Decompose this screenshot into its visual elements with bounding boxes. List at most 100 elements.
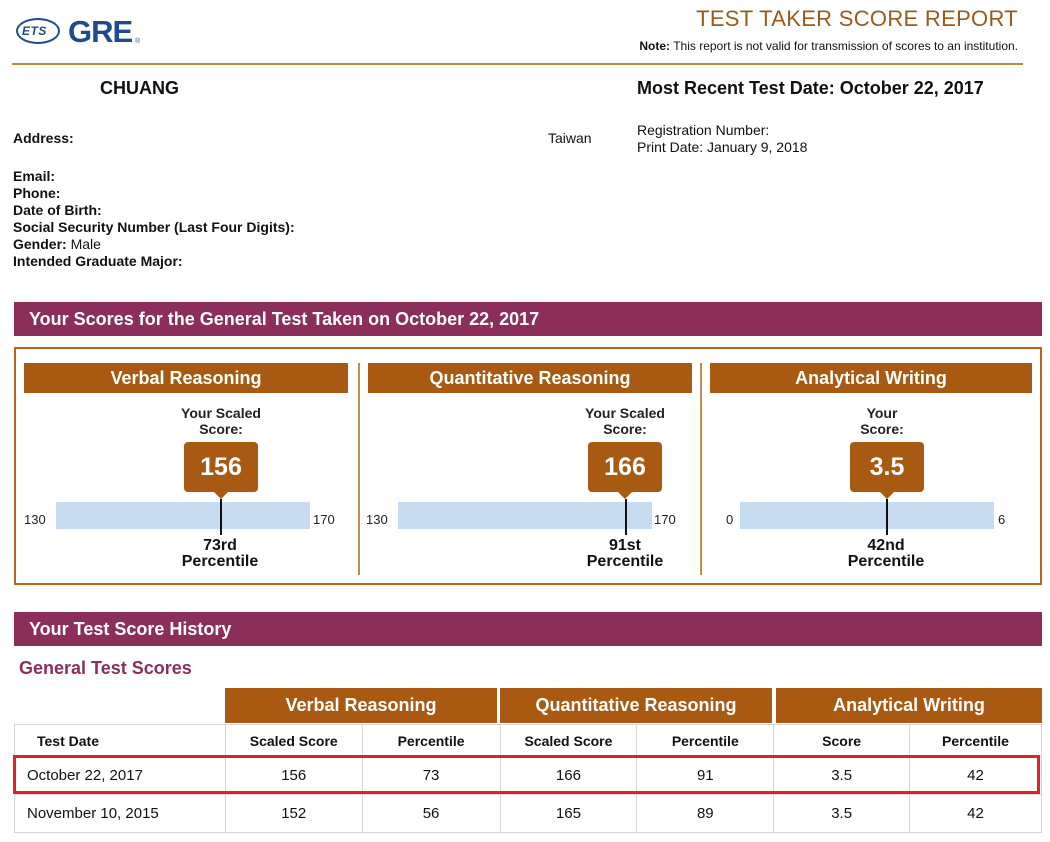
row-verbal-scaled: 152 [224, 794, 363, 833]
writing-score-label-2: Score: [860, 421, 904, 437]
quant-score-needle [625, 499, 627, 535]
verbal-score-pointer [214, 492, 228, 499]
writing-heading: Analytical Writing [710, 363, 1032, 393]
print-date: Print Date: January 9, 2018 [637, 139, 808, 155]
quant-panel: Quantitative Reasoning Your Scaled Score… [360, 349, 700, 583]
verbal-scale-min: 130 [24, 512, 46, 527]
score-panels: Verbal Reasoning Your Scaled Score: 156 … [14, 347, 1042, 585]
verbal-score-value: 156 [184, 442, 258, 492]
trademark-mark: ® [135, 38, 141, 45]
address-label-text: Address: [13, 130, 74, 146]
report-title: TEST TAKER SCORE REPORT [696, 6, 1018, 31]
quant-percentile: 91st Percentile [545, 538, 705, 570]
quant-score-value: 166 [588, 442, 662, 492]
history-group-verbal: Verbal Reasoning [225, 688, 497, 723]
row-writing-percentile: 42 [909, 794, 1042, 833]
quant-scale-min: 130 [366, 512, 388, 527]
row-quant-percentile: 89 [636, 794, 775, 833]
phone-label: Phone: [13, 185, 61, 201]
verbal-scale-bar [56, 502, 310, 529]
candidate-name: CHUANG [100, 78, 179, 98]
score-history-table: Test Date Scaled Score Percentile Scaled… [14, 724, 1042, 833]
writing-scale-bar [740, 502, 994, 529]
gender-value: Male [70, 236, 101, 252]
writing-percentile: 42nd Percentile [806, 538, 966, 570]
row-verbal-percentile: 56 [361, 794, 501, 833]
verbal-scale-max: 170 [313, 512, 335, 527]
ssn-label: Social Security Number (Last Four Digits… [13, 219, 295, 235]
history-group-writing: Analytical Writing [776, 688, 1042, 723]
row-quant-scaled: 165 [499, 794, 638, 833]
quant-score-pointer [618, 492, 632, 499]
general-test-scores-heading: General Test Scores [19, 658, 192, 678]
address-label: Address: [13, 130, 74, 147]
address-country: Taiwan [548, 130, 592, 146]
table-row: November 10, 2015 152 56 165 89 3.5 42 [14, 794, 1042, 833]
writing-percentile-label: Percentile [847, 553, 925, 570]
personal-details: Email: Phone: Date of Birth: Social Secu… [13, 168, 295, 270]
note-text: This report is not valid for transmissio… [673, 39, 1018, 53]
writing-score-label-1: Your [866, 405, 898, 421]
history-header-row: Test Date Scaled Score Percentile Scaled… [14, 724, 1042, 757]
writing-percentile-value: 42nd [867, 537, 905, 554]
verbal-score-label: Your Scaled Score: [156, 405, 286, 437]
table-row: October 22, 2017 156 73 166 91 3.5 42 [14, 756, 1042, 795]
writing-score-label: Your Score: [817, 405, 947, 437]
gender-label: Gender: [13, 236, 67, 252]
writing-score-value: 3.5 [850, 442, 924, 492]
quant-percentile-value: 91st [608, 537, 642, 554]
col-writing-percentile: Percentile [909, 724, 1042, 757]
verbal-heading: Verbal Reasoning [24, 363, 348, 393]
quant-score-label: Your Scaled Score: [560, 405, 690, 437]
col-quant-scaled: Scaled Score [499, 724, 638, 757]
panel-divider [700, 363, 702, 575]
col-test-date: Test Date [14, 724, 226, 757]
col-verbal-scaled: Scaled Score [224, 724, 363, 757]
writing-scale-min: 0 [726, 512, 734, 527]
verbal-percentile: 73rd Percentile [140, 538, 300, 570]
verbal-percentile-label: Percentile [181, 553, 259, 570]
gre-logo: ETS GRE ® [14, 12, 144, 49]
history-group-quant: Quantitative Reasoning [500, 688, 772, 723]
verbal-score-label-2: Score: [199, 421, 243, 437]
quant-heading: Quantitative Reasoning [368, 363, 692, 393]
row-writing-percentile: 42 [909, 756, 1042, 795]
quant-percentile-label: Percentile [586, 553, 664, 570]
verbal-score-label-1: Your Scaled [181, 405, 261, 421]
scores-section-title: Your Scores for the General Test Taken o… [14, 302, 1042, 336]
col-quant-percentile: Percentile [636, 724, 775, 757]
writing-panel: Analytical Writing Your Score: 3.5 0 6 4… [702, 349, 1040, 583]
header-divider [12, 63, 1023, 65]
writing-score-needle [886, 499, 888, 535]
gre-logo-text: GRE [68, 14, 133, 49]
dob-label: Date of Birth: [13, 202, 102, 218]
quant-score-label-2: Score: [603, 421, 647, 437]
note-label: Note: [639, 39, 671, 53]
panel-divider [358, 363, 360, 575]
history-section-title: Your Test Score History [14, 612, 1042, 646]
quant-scale-bar [398, 502, 652, 529]
ets-logo-text: ETS [22, 24, 47, 38]
verbal-percentile-value: 73rd [203, 537, 237, 554]
row-writing-score: 3.5 [773, 756, 911, 795]
quant-scale-max: 170 [654, 512, 676, 527]
row-quant-percentile: 91 [636, 756, 775, 795]
email-label: Email: [13, 168, 56, 184]
major-label: Intended Graduate Major: [13, 253, 183, 269]
highlight-box [13, 755, 1040, 794]
row-test-date: October 22, 2017 [14, 756, 226, 795]
col-writing-score: Score [773, 724, 911, 757]
report-note: Note: This report is not valid for trans… [639, 39, 1018, 53]
verbal-panel: Verbal Reasoning Your Scaled Score: 156 … [16, 349, 358, 583]
quant-score-label-1: Your Scaled [585, 405, 665, 421]
writing-scale-max: 6 [998, 512, 1006, 527]
writing-score-pointer [880, 492, 894, 499]
row-test-date: November 10, 2015 [14, 794, 226, 833]
verbal-score-needle [220, 499, 222, 535]
ets-logo-oval [16, 18, 60, 44]
registration-number-label: Registration Number: [637, 122, 770, 138]
most-recent-test-date: Most Recent Test Date: October 22, 2017 [637, 78, 984, 98]
registration-info: Registration Number: Print Date: January… [637, 122, 807, 156]
row-writing-score: 3.5 [773, 794, 911, 833]
col-verbal-percentile: Percentile [361, 724, 501, 757]
